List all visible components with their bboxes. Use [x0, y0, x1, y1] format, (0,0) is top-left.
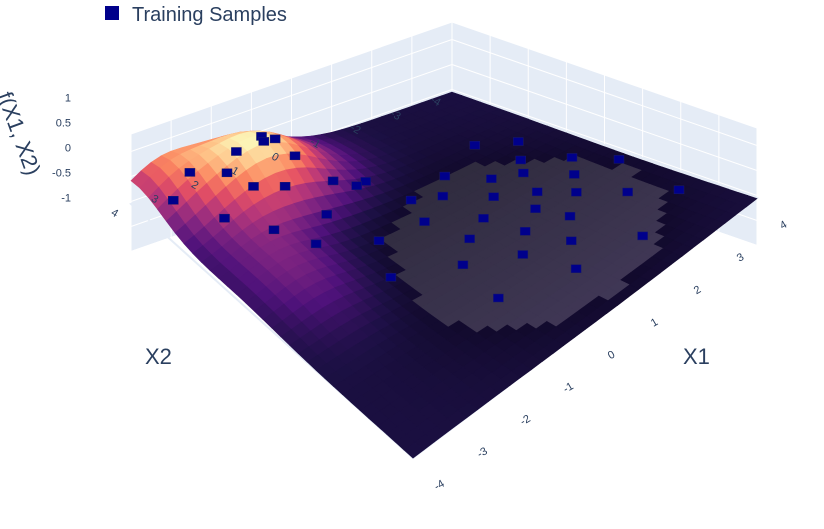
legend[interactable]: Training Samples: [105, 4, 287, 26]
training-sample-marker[interactable]: [231, 147, 242, 156]
training-sample-marker[interactable]: [519, 227, 531, 236]
training-sample-marker[interactable]: [373, 236, 385, 245]
training-sample-marker[interactable]: [184, 168, 196, 177]
training-sample-marker[interactable]: [488, 192, 499, 201]
training-sample-marker[interactable]: [530, 204, 541, 213]
f-tick-label: 0: [65, 143, 71, 155]
training-sample-marker[interactable]: [622, 187, 633, 197]
x2-tick-label: 3: [149, 193, 160, 206]
training-sample-marker[interactable]: [457, 260, 469, 270]
training-sample-marker[interactable]: [486, 174, 497, 183]
x2-tick-label: 2: [189, 179, 200, 192]
training-sample-marker[interactable]: [419, 217, 430, 226]
f-tick-label: 0.5: [56, 118, 71, 130]
x1-tick-label: 3: [735, 251, 746, 264]
legend-label: Training Samples: [132, 4, 287, 26]
x1-tick-label: 0: [606, 349, 617, 362]
training-sample-marker[interactable]: [637, 231, 648, 241]
training-sample-marker[interactable]: [289, 151, 301, 161]
x1-tick-label: 1: [649, 316, 660, 329]
x1-tick-label: -3: [475, 445, 489, 460]
training-sample-marker[interactable]: [351, 181, 362, 190]
training-sample-marker[interactable]: [310, 239, 322, 249]
training-sample-marker[interactable]: [464, 234, 475, 244]
training-sample-marker[interactable]: [566, 153, 578, 162]
training-sample-marker[interactable]: [518, 168, 529, 178]
training-sample-marker[interactable]: [566, 236, 577, 246]
x1-tick-label: 2: [692, 284, 703, 297]
training-sample-marker[interactable]: [570, 264, 582, 273]
x2-tick-label: 1: [229, 165, 240, 178]
training-sample-marker[interactable]: [564, 211, 576, 221]
training-sample-marker[interactable]: [269, 134, 281, 144]
x1-tick-label: -4: [432, 478, 446, 493]
training-samples[interactable]: [168, 132, 685, 303]
f-tick-label: 1: [65, 93, 71, 105]
training-sample-marker[interactable]: [571, 187, 582, 197]
training-sample-marker[interactable]: [437, 191, 449, 201]
f-tick-label: -1: [61, 193, 71, 205]
x1-tick-label: 4: [778, 219, 789, 232]
x2-tick-label: 4: [109, 207, 120, 220]
training-sample-marker[interactable]: [469, 140, 481, 150]
training-sample-marker[interactable]: [478, 214, 489, 223]
training-sample-marker[interactable]: [258, 137, 270, 146]
training-sample-marker[interactable]: [439, 171, 451, 181]
training-sample-marker[interactable]: [327, 176, 339, 186]
training-sample-marker[interactable]: [248, 182, 259, 191]
x1-tick-label: -2: [518, 413, 532, 428]
training-sample-marker[interactable]: [360, 177, 371, 186]
surface-cell: [403, 441, 425, 459]
training-sample-marker[interactable]: [168, 196, 179, 205]
f-tick-label: -0.5: [52, 168, 71, 180]
x1-axis-title: X1: [683, 344, 710, 369]
training-sample-marker[interactable]: [673, 185, 685, 195]
training-sample-marker[interactable]: [219, 213, 230, 223]
training-sample-marker[interactable]: [613, 155, 625, 164]
training-sample-marker[interactable]: [513, 137, 524, 146]
training-sample-marker[interactable]: [405, 195, 417, 205]
training-sample-marker[interactable]: [385, 273, 397, 282]
x2-tick-label: 0: [269, 151, 280, 164]
training-sample-marker[interactable]: [569, 170, 580, 179]
f-axis-title: f(X1, X2): [0, 88, 46, 178]
legend-marker: [105, 6, 119, 20]
training-sample-marker[interactable]: [531, 187, 543, 197]
function-surface: [130, 91, 758, 459]
training-sample-marker[interactable]: [517, 250, 529, 259]
training-sample-marker[interactable]: [515, 155, 526, 165]
training-sample-marker[interactable]: [268, 225, 280, 235]
training-sample-marker[interactable]: [221, 168, 233, 178]
training-sample-marker[interactable]: [493, 293, 504, 303]
x2-axis-title: X2: [145, 344, 172, 369]
training-sample-marker[interactable]: [321, 210, 332, 219]
x1-tick-label: -1: [561, 380, 575, 395]
training-sample-marker[interactable]: [279, 182, 291, 191]
